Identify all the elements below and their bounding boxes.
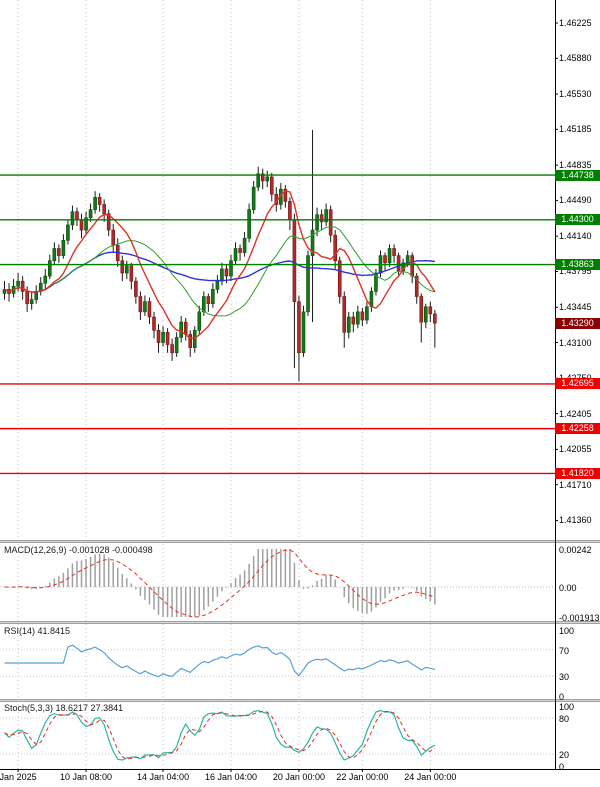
stoch-axis-tick: 80 <box>559 714 570 724</box>
support-price-tag: 1.41820 <box>555 467 600 479</box>
time-axis-label: 22 Jan 00:00 <box>336 772 389 782</box>
price-axis-tick: 1.42055 <box>559 444 592 455</box>
price-axis-tick: 1.44835 <box>559 160 592 171</box>
resistance-price-tag: 1.44300 <box>555 214 600 226</box>
stoch-axis-tick: 100 <box>559 702 575 712</box>
rsi-axis-tick: 100 <box>559 626 575 636</box>
macd-axis-tick: 0.00 <box>559 582 577 593</box>
rsi-indicator-label: RSI(14) 41.8415 <box>4 626 71 636</box>
stoch-axis-tick: 0 <box>559 762 565 772</box>
price-axis-tick: 1.44140 <box>559 231 592 242</box>
rsi-axis-tick: 30 <box>559 672 570 683</box>
price-axis-tick: 1.45185 <box>559 124 592 135</box>
price-axis-tick: 1.41360 <box>559 515 592 526</box>
time-axis-label: 10 Jan 08:00 <box>60 772 113 782</box>
macd-axis-tick: 0.00242 <box>559 545 592 555</box>
time-axis-label: Jan 2025 <box>0 772 37 782</box>
resistance-price-tag: 1.43863 <box>555 259 600 271</box>
macd-panel <box>0 549 555 618</box>
rsi-axis-tick: 0 <box>559 692 565 702</box>
rsi-axis-tick: 70 <box>559 645 570 656</box>
price-axis-tick: 1.42750 <box>559 373 592 383</box>
price-axis-tick: 1.43445 <box>559 302 592 313</box>
candlesticks <box>2 129 437 382</box>
current-price-tag: 1.43290 <box>555 317 600 329</box>
time-axis-label: 24 Jan 00:00 <box>404 772 457 782</box>
stoch-indicator-label: Stoch(5,3,3) 18.6217 27.3841 <box>4 703 124 713</box>
time-axis-label: 14 Jan 04:00 <box>137 772 190 782</box>
time-axis-label: 16 Jan 04:00 <box>204 772 258 782</box>
support-price-tag: 1.42695 <box>555 378 600 390</box>
macd-indicator-label: MACD(12,26,9) -0.001028 -0.000498 <box>4 545 153 555</box>
price-axis-tick: 1.44490 <box>559 195 592 206</box>
rsi-panel <box>0 644 555 678</box>
moving-averages <box>4 190 436 339</box>
price-axis-tick: 1.45530 <box>559 89 592 100</box>
price-axis-tick: 1.43795 <box>559 266 592 277</box>
resistance-price-tag: 1.44738 <box>555 169 600 181</box>
price-axis-tick: 1.42405 <box>559 408 592 419</box>
price-axis-tick: 1.45880 <box>559 53 592 64</box>
macd-axis-tick: -0.001913 <box>559 613 600 623</box>
stochastic-panel <box>0 709 555 761</box>
price-axis-tick: 1.43100 <box>559 337 592 348</box>
support-price-tag: 1.42258 <box>555 423 600 435</box>
price-levels <box>0 174 555 475</box>
stoch-axis-tick: 20 <box>559 750 570 760</box>
time-axis-label: 20 Jan 00:00 <box>272 772 325 782</box>
price-axis-tick: 1.46225 <box>559 18 592 28</box>
price-axis-tick: 1.41710 <box>559 479 592 490</box>
